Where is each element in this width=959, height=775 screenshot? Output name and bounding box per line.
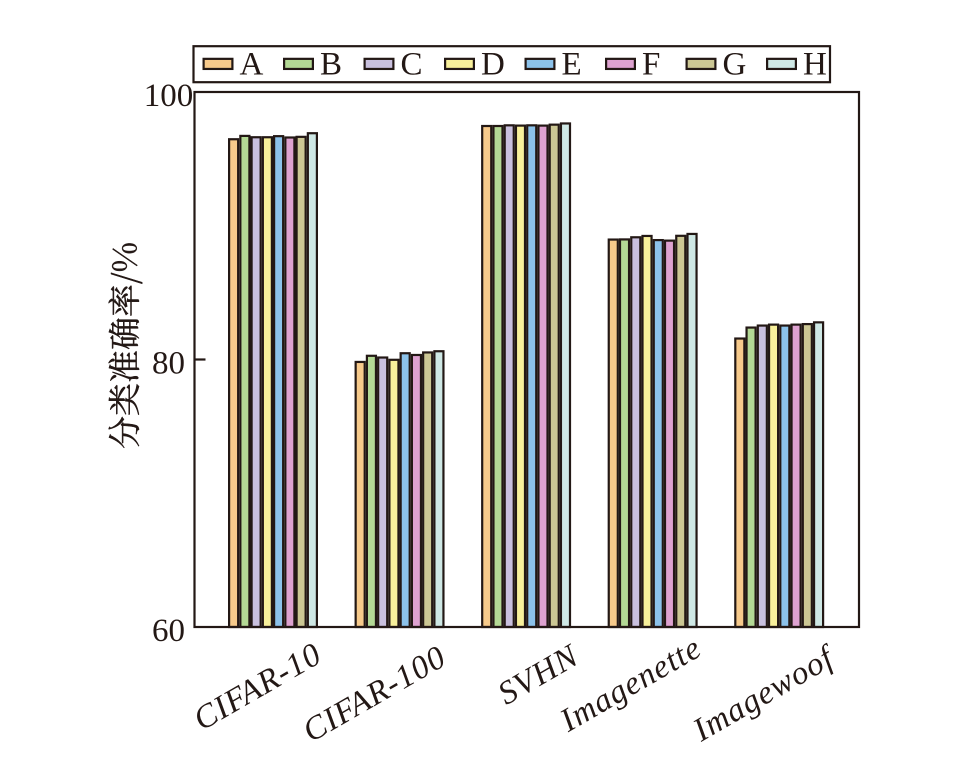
svg-text:C: C <box>401 47 423 83</box>
svg-text:80: 80 <box>152 346 185 382</box>
svg-text:G: G <box>723 47 747 83</box>
svg-text:B: B <box>320 47 342 83</box>
svg-text:F: F <box>642 47 660 83</box>
svg-text:100: 100 <box>144 78 194 114</box>
svg-text:E: E <box>562 47 582 83</box>
svg-text:H: H <box>803 47 827 83</box>
svg-text:D: D <box>481 47 505 83</box>
svg-text:60: 60 <box>152 613 185 649</box>
svg-text:A: A <box>240 47 264 83</box>
